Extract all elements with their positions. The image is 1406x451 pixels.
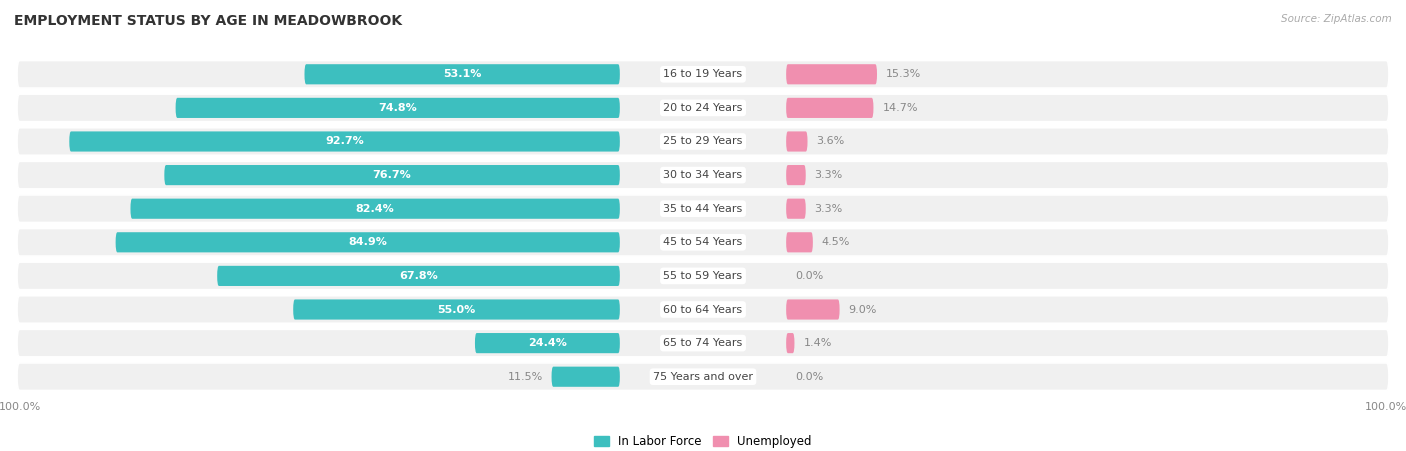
FancyBboxPatch shape (786, 131, 807, 152)
Bar (20, 296, 1386, 323)
Text: 30 to 34 Years: 30 to 34 Years (664, 170, 742, 180)
Bar (20, 363, 1386, 391)
FancyBboxPatch shape (17, 94, 1389, 122)
Text: 76.7%: 76.7% (373, 170, 412, 180)
FancyBboxPatch shape (786, 198, 806, 219)
Text: 4.5%: 4.5% (821, 237, 851, 247)
FancyBboxPatch shape (17, 161, 1389, 189)
Text: 45 to 54 Years: 45 to 54 Years (664, 237, 742, 247)
Bar (20, 94, 1386, 122)
FancyBboxPatch shape (17, 363, 1389, 391)
FancyBboxPatch shape (131, 198, 620, 219)
Bar (20, 329, 1386, 357)
Text: 25 to 29 Years: 25 to 29 Years (664, 137, 742, 147)
FancyBboxPatch shape (17, 262, 1389, 290)
FancyBboxPatch shape (475, 333, 620, 353)
FancyBboxPatch shape (786, 165, 806, 185)
FancyBboxPatch shape (17, 229, 1389, 256)
Text: 3.3%: 3.3% (814, 170, 844, 180)
Text: 0.0%: 0.0% (794, 271, 824, 281)
Text: 35 to 44 Years: 35 to 44 Years (664, 204, 742, 214)
FancyBboxPatch shape (217, 266, 620, 286)
FancyBboxPatch shape (17, 195, 1389, 222)
FancyBboxPatch shape (786, 64, 877, 84)
Text: 55 to 59 Years: 55 to 59 Years (664, 271, 742, 281)
Text: 67.8%: 67.8% (399, 271, 437, 281)
Bar (20, 229, 1386, 256)
FancyBboxPatch shape (305, 64, 620, 84)
Text: 3.6%: 3.6% (817, 137, 845, 147)
Text: 92.7%: 92.7% (325, 137, 364, 147)
FancyBboxPatch shape (165, 165, 620, 185)
FancyBboxPatch shape (786, 299, 839, 320)
FancyBboxPatch shape (786, 98, 873, 118)
Text: 75 Years and over: 75 Years and over (652, 372, 754, 382)
Text: 65 to 74 Years: 65 to 74 Years (664, 338, 742, 348)
FancyBboxPatch shape (551, 367, 620, 387)
Bar (20, 60, 1386, 88)
Bar (20, 195, 1386, 222)
FancyBboxPatch shape (17, 128, 1389, 155)
FancyBboxPatch shape (176, 98, 620, 118)
Text: Source: ZipAtlas.com: Source: ZipAtlas.com (1281, 14, 1392, 23)
FancyBboxPatch shape (115, 232, 620, 253)
FancyBboxPatch shape (294, 299, 620, 320)
Text: 9.0%: 9.0% (848, 304, 877, 314)
Text: 24.4%: 24.4% (529, 338, 567, 348)
Text: 3.3%: 3.3% (814, 204, 844, 214)
Text: 20 to 24 Years: 20 to 24 Years (664, 103, 742, 113)
Text: 15.3%: 15.3% (886, 69, 921, 79)
FancyBboxPatch shape (17, 60, 1389, 88)
Bar (20, 161, 1386, 189)
Text: 0.0%: 0.0% (794, 372, 824, 382)
FancyBboxPatch shape (786, 333, 794, 353)
FancyBboxPatch shape (786, 232, 813, 253)
Text: 55.0%: 55.0% (437, 304, 475, 314)
Text: 60 to 64 Years: 60 to 64 Years (664, 304, 742, 314)
FancyBboxPatch shape (17, 329, 1389, 357)
Text: 16 to 19 Years: 16 to 19 Years (664, 69, 742, 79)
Text: EMPLOYMENT STATUS BY AGE IN MEADOWBROOK: EMPLOYMENT STATUS BY AGE IN MEADOWBROOK (14, 14, 402, 28)
FancyBboxPatch shape (69, 131, 620, 152)
Text: 84.9%: 84.9% (349, 237, 387, 247)
Legend: In Labor Force, Unemployed: In Labor Force, Unemployed (589, 430, 817, 451)
Text: 1.4%: 1.4% (803, 338, 832, 348)
Bar (20, 128, 1386, 155)
Bar (20, 262, 1386, 290)
Text: 82.4%: 82.4% (356, 204, 395, 214)
FancyBboxPatch shape (17, 296, 1389, 323)
Text: 14.7%: 14.7% (883, 103, 918, 113)
Text: 11.5%: 11.5% (508, 372, 543, 382)
Text: 53.1%: 53.1% (443, 69, 481, 79)
Text: 74.8%: 74.8% (378, 103, 418, 113)
